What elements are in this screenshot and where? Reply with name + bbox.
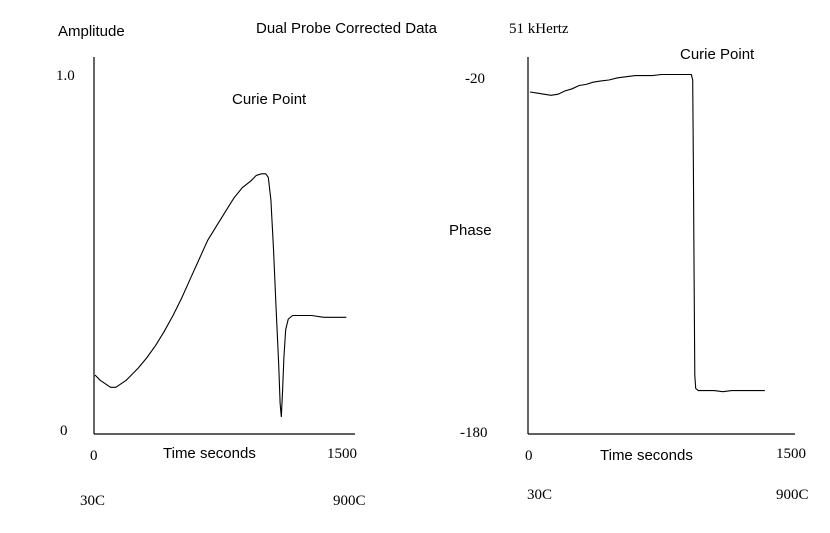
amplitude-xlabel: Time seconds bbox=[163, 445, 256, 462]
phase-xlabel: Time seconds bbox=[600, 447, 693, 464]
phase-xtick-end: 1500 bbox=[776, 446, 806, 462]
phase-ytick-bottom: -180 bbox=[460, 425, 488, 441]
phase-xtick-start: 0 bbox=[525, 448, 533, 464]
phase-chart: Phase -20 -180 Curie Point 0 Time second… bbox=[449, 46, 809, 503]
amplitude-xtick-start: 0 bbox=[90, 448, 98, 464]
frequency-label: 51 kHertz bbox=[509, 21, 569, 37]
amplitude-temp-start: 30C bbox=[80, 493, 105, 509]
amplitude-series-line bbox=[94, 173, 347, 418]
phase-temp-start: 30C bbox=[527, 487, 552, 503]
amplitude-ylabel: Amplitude bbox=[58, 23, 125, 40]
phase-temp-end: 900C bbox=[776, 487, 809, 503]
amplitude-chart: Amplitude 1.0 0 Curie Point 0 Time secon… bbox=[56, 23, 366, 509]
figure-title: Dual Probe Corrected Data bbox=[256, 20, 438, 37]
amplitude-curie-annotation: Curie Point bbox=[232, 91, 307, 108]
phase-ylabel: Phase bbox=[449, 222, 492, 239]
amplitude-temp-end: 900C bbox=[333, 493, 366, 509]
amplitude-ytick-bottom: 0 bbox=[60, 423, 68, 439]
amplitude-xtick-end: 1500 bbox=[327, 446, 357, 462]
amplitude-ytick-top: 1.0 bbox=[56, 68, 75, 84]
phase-ytick-top: -20 bbox=[465, 71, 485, 87]
phase-curie-annotation: Curie Point bbox=[680, 46, 755, 63]
phase-series-line bbox=[529, 73, 765, 393]
